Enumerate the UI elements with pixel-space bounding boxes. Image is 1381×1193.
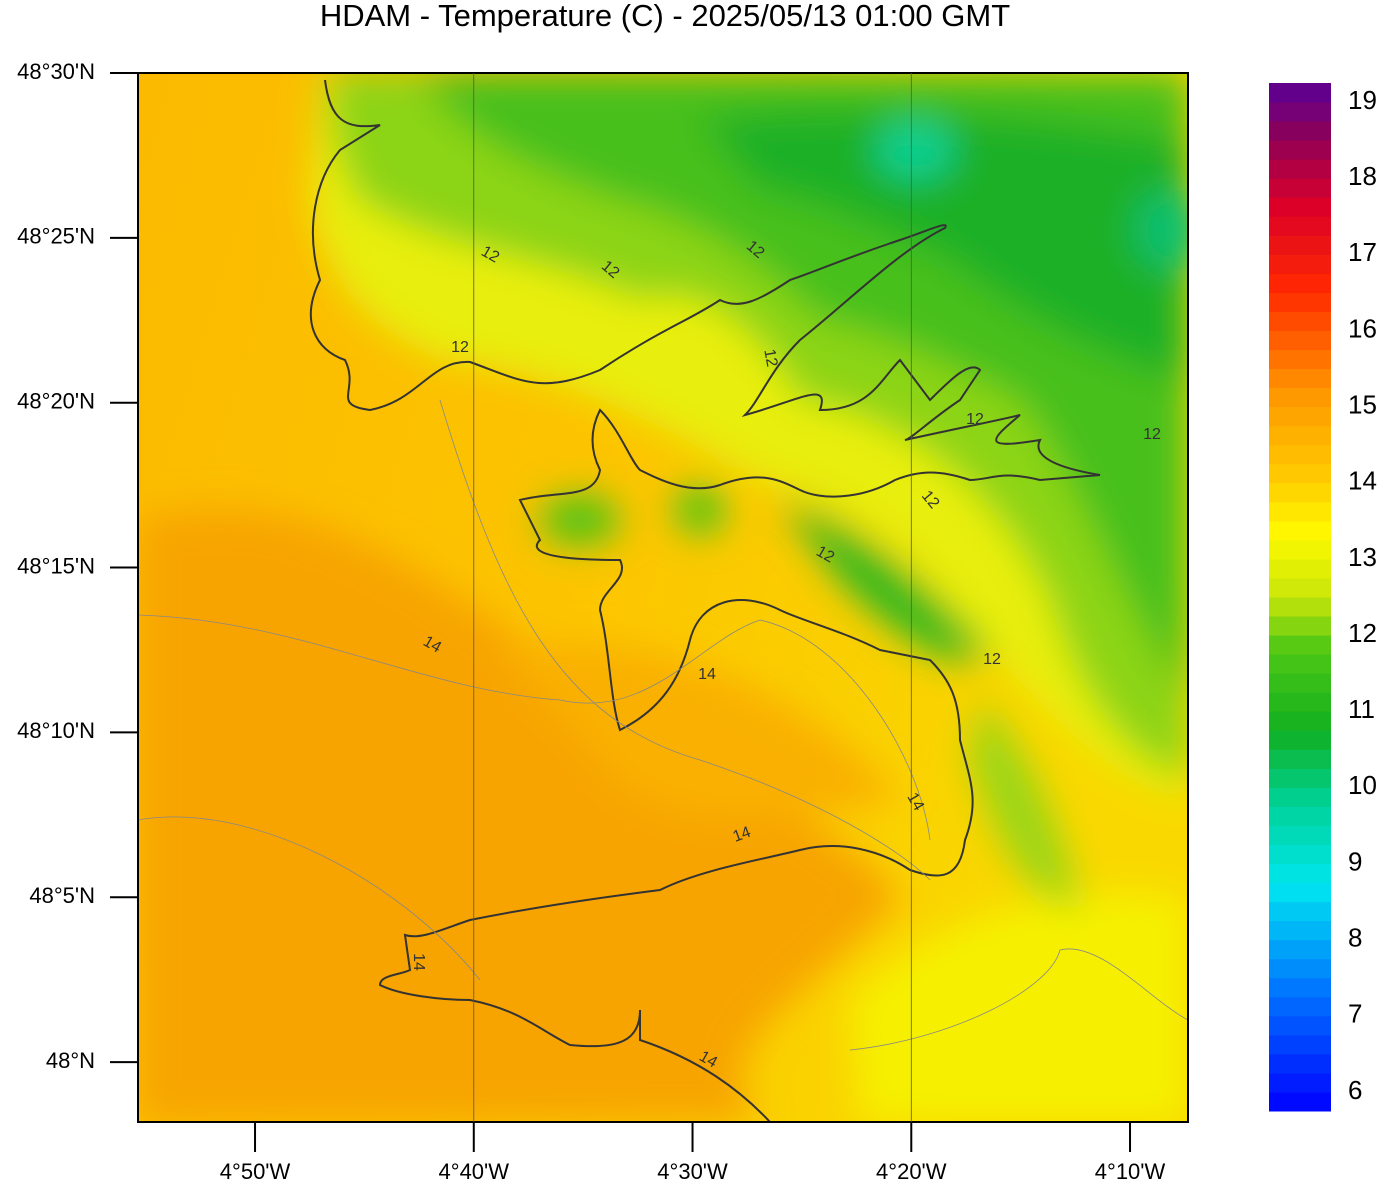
colorbar-box <box>1269 1034 1331 1055</box>
colorbar-box <box>1269 311 1331 331</box>
axes: 4°50'W 4°40'W 4°30'W 4°20'W 4°10'W 48°N 48°5'N… <box>17 59 1165 1184</box>
colorbar-label: 6 <box>1348 1075 1362 1105</box>
colorbar-box <box>1269 577 1331 598</box>
colorbar-box <box>1269 539 1331 560</box>
colorbar-label: 18 <box>1348 161 1377 191</box>
colorbar-label: 14 <box>1348 466 1377 496</box>
colorbar-box <box>1269 520 1331 541</box>
colorbar-label: 19 <box>1348 85 1377 115</box>
colorbar-box <box>1269 844 1331 865</box>
colorbar-box <box>1269 178 1331 198</box>
colorbar-label: 8 <box>1348 923 1362 953</box>
colorbar-box <box>1269 1091 1331 1112</box>
colorbar-box <box>1269 558 1331 579</box>
colorbar-box <box>1269 1072 1331 1093</box>
contour-label: 12 <box>760 348 780 369</box>
colorbar-box <box>1269 216 1331 236</box>
colorbar-box <box>1269 654 1331 674</box>
colorbar-label: 15 <box>1348 390 1377 420</box>
colorbar-box <box>1269 197 1331 217</box>
title: HDAM - Temperature (C) - 2025/05/13 01:0… <box>320 0 1010 33</box>
colorbar-box <box>1269 368 1331 389</box>
colorbar-box <box>1269 673 1331 693</box>
contour-label: 14 <box>420 633 444 657</box>
colorbar-box <box>1269 996 1331 1017</box>
colorbar-box <box>1269 749 1331 769</box>
x-tick-label: 4°20'W <box>876 1159 947 1184</box>
colorbar-box <box>1269 501 1331 522</box>
colorbar-box <box>1269 273 1331 293</box>
colorbar-box <box>1269 235 1331 255</box>
colorbar-box <box>1269 292 1331 312</box>
contour-label: 14 <box>696 1048 720 1072</box>
colorbar-box <box>1269 787 1331 807</box>
colorbar-box <box>1269 920 1331 941</box>
x-tick-label: 4°40'W <box>439 1159 510 1184</box>
y-tick-label: 48°30'N <box>17 59 95 84</box>
x-tick-label: 4°10'W <box>1095 1159 1166 1184</box>
colorbar-box <box>1269 83 1331 103</box>
x-tick-label: 4°30'W <box>657 1159 728 1184</box>
contour-label: 14 <box>410 953 427 971</box>
x-tick-label: 4°50'W <box>220 1159 291 1184</box>
temperature-field <box>138 73 1188 1122</box>
colorbar-box <box>1269 616 1331 636</box>
contour-label: 12 <box>451 339 469 356</box>
y-tick-label: 48°N <box>46 1048 95 1073</box>
colorbar-box <box>1269 730 1331 750</box>
y-tick-label: 48°15'N <box>17 553 95 578</box>
colorbar-label: 9 <box>1348 846 1362 876</box>
colorbar-box <box>1269 121 1331 141</box>
colorbar-box <box>1269 1015 1331 1036</box>
colorbar-box <box>1269 349 1331 370</box>
colorbar-box <box>1269 387 1331 408</box>
colorbar-box <box>1269 768 1331 788</box>
colorbar-box <box>1269 444 1331 465</box>
colorbar-label: 7 <box>1348 999 1362 1029</box>
colorbar-box <box>1269 597 1331 617</box>
colorbar-box <box>1269 159 1331 179</box>
colorbar-box <box>1269 825 1331 845</box>
colorbar-box <box>1269 635 1331 655</box>
colorbar-label: 10 <box>1348 770 1377 800</box>
contour-label: 12 <box>813 543 837 567</box>
colorbar-box <box>1269 1053 1331 1074</box>
colorbar-box <box>1269 939 1331 960</box>
contour-label: 14 <box>698 666 716 683</box>
colorbar-box <box>1269 254 1331 274</box>
colorbar-box <box>1269 330 1331 351</box>
colorbar: 6 7 8 9 10 11 12 13 14 15 16 17 18 19 <box>1269 83 1377 1112</box>
colorbar-box <box>1269 882 1331 903</box>
contour-label: 12 <box>1143 426 1161 443</box>
y-tick-label: 48°25'N <box>17 224 95 249</box>
colorbar-box <box>1269 901 1331 922</box>
colorbar-box <box>1269 806 1331 826</box>
colorbar-box <box>1269 482 1331 503</box>
contour-label: 14 <box>731 824 754 846</box>
contour-label: 12 <box>983 651 1001 668</box>
colorbar-label: 13 <box>1348 542 1377 572</box>
colorbar-box <box>1269 463 1331 484</box>
colorbar-label: 16 <box>1348 313 1377 343</box>
y-tick-label: 48°20'N <box>17 389 95 414</box>
contour-label: 12 <box>966 411 984 428</box>
contour-label: 14 <box>903 790 927 814</box>
colorbar-box <box>1269 977 1331 998</box>
colorbar-box <box>1269 692 1331 712</box>
colorbar-label: 11 <box>1348 694 1375 724</box>
colorbar-box <box>1269 425 1331 446</box>
colorbar-box <box>1269 406 1331 427</box>
colorbar-box <box>1269 958 1331 979</box>
colorbar-box <box>1269 140 1331 160</box>
contour-label: 12 <box>478 243 502 267</box>
colorbar-box <box>1269 863 1331 884</box>
colorbar-label: 12 <box>1348 618 1377 648</box>
colorbar-box <box>1269 711 1331 731</box>
plot-frame <box>137 72 1189 1123</box>
y-tick-label: 48°10'N <box>17 718 95 743</box>
y-tick-label: 48°5'N <box>29 883 95 908</box>
colorbar-box <box>1269 102 1331 122</box>
colorbar-label: 17 <box>1348 237 1377 267</box>
